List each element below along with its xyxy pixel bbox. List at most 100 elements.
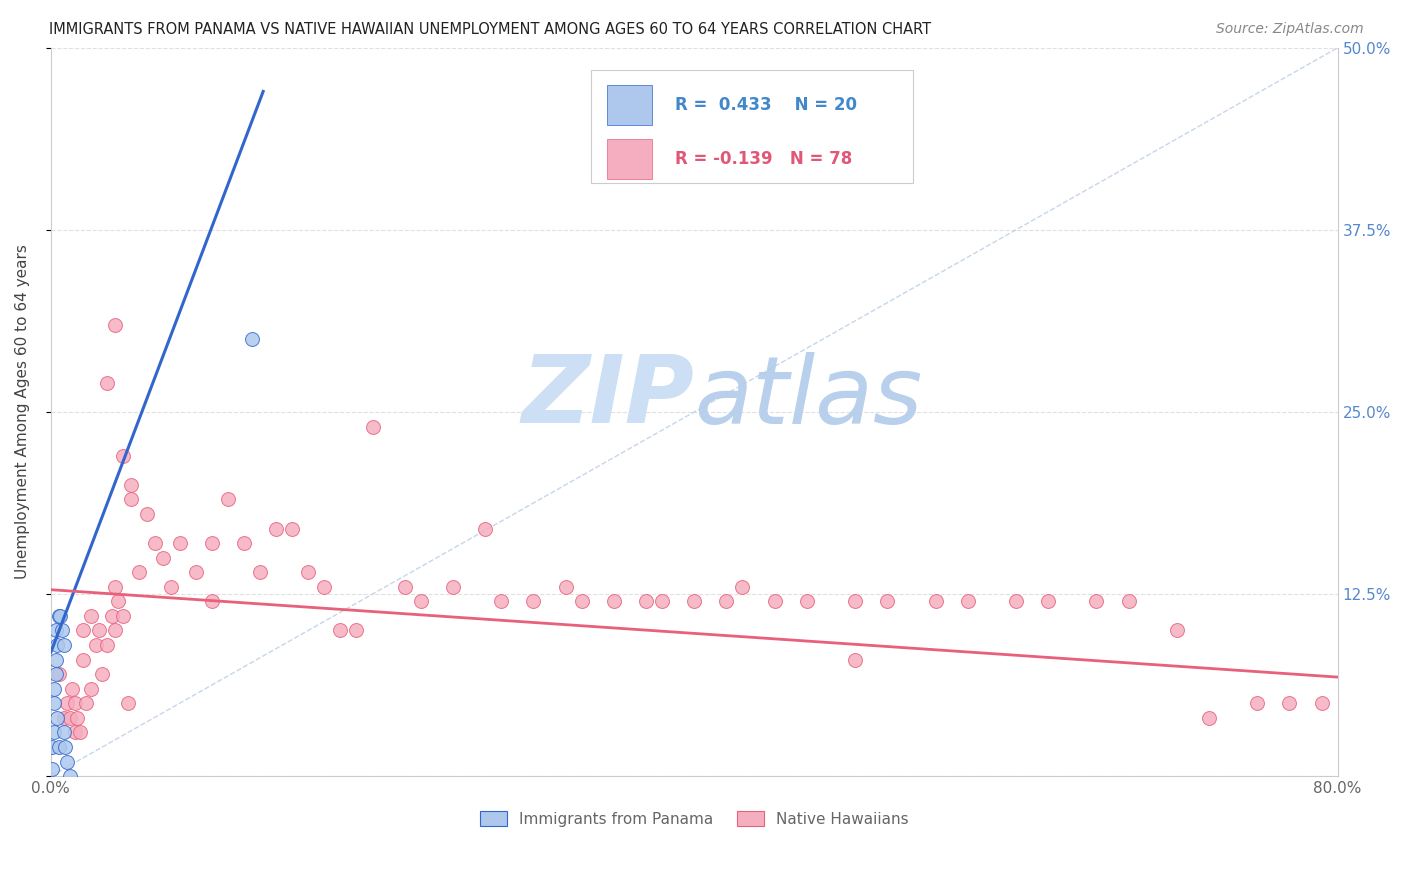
Point — [72, 624, 94, 638]
Point — [48, 608, 70, 623]
Text: R = -0.139   N = 78: R = -0.139 N = 78 — [675, 150, 852, 169]
Point — [63, 696, 86, 710]
Point — [1278, 696, 1301, 710]
FancyBboxPatch shape — [592, 70, 912, 183]
Point — [117, 696, 139, 710]
Point — [651, 594, 673, 608]
Point — [75, 696, 97, 710]
Point — [59, 711, 82, 725]
Point — [796, 594, 818, 608]
Point — [101, 608, 124, 623]
Legend: Immigrants from Panama, Native Hawaiians: Immigrants from Panama, Native Hawaiians — [479, 811, 908, 827]
Point — [160, 580, 183, 594]
Text: ZIP: ZIP — [522, 351, 695, 443]
Point — [104, 318, 127, 332]
Point — [45, 667, 67, 681]
Point — [394, 580, 416, 594]
Point — [716, 594, 738, 608]
Text: IMMIGRANTS FROM PANAMA VS NATIVE HAWAIIAN UNEMPLOYMENT AMONG AGES 60 TO 64 YEARS: IMMIGRANTS FROM PANAMA VS NATIVE HAWAIIA… — [49, 22, 931, 37]
Point — [91, 667, 114, 681]
Point — [346, 624, 368, 638]
Point — [240, 332, 263, 346]
Point — [281, 522, 304, 536]
Point — [1198, 711, 1220, 725]
Point — [329, 624, 352, 638]
Point — [69, 725, 91, 739]
Point — [72, 652, 94, 666]
Point — [571, 594, 593, 608]
Point — [232, 536, 254, 550]
Point — [112, 449, 135, 463]
Point — [763, 594, 786, 608]
Point — [249, 565, 271, 579]
Point — [522, 594, 544, 608]
Point — [184, 565, 207, 579]
Point — [42, 681, 65, 696]
Point — [51, 624, 73, 638]
Point — [634, 594, 657, 608]
Point — [1310, 696, 1333, 710]
Point — [48, 739, 70, 754]
Point — [104, 624, 127, 638]
Point — [63, 725, 86, 739]
Point — [1118, 594, 1140, 608]
Point — [56, 696, 79, 710]
Point — [1036, 594, 1059, 608]
Point — [264, 522, 287, 536]
Point — [152, 550, 174, 565]
Point — [52, 725, 75, 739]
Text: Source: ZipAtlas.com: Source: ZipAtlas.com — [1216, 22, 1364, 37]
Point — [112, 608, 135, 623]
Point — [554, 580, 576, 594]
Point — [42, 696, 65, 710]
Point — [731, 580, 754, 594]
Point — [683, 594, 706, 608]
Point — [169, 536, 191, 550]
Point — [876, 594, 898, 608]
Point — [409, 594, 432, 608]
Point — [924, 594, 946, 608]
Point — [474, 522, 496, 536]
Point — [201, 594, 224, 608]
Point — [120, 492, 142, 507]
Point — [87, 624, 110, 638]
Point — [120, 478, 142, 492]
Point — [145, 536, 167, 550]
Point — [441, 580, 464, 594]
Point — [60, 681, 83, 696]
Point — [56, 755, 79, 769]
Point — [104, 580, 127, 594]
Point — [603, 594, 626, 608]
Bar — [607, 85, 652, 125]
Point — [52, 638, 75, 652]
Point — [1246, 696, 1268, 710]
Point — [217, 492, 239, 507]
Text: atlas: atlas — [695, 352, 922, 443]
Point — [84, 638, 107, 652]
Point — [41, 739, 63, 754]
Text: R =  0.433    N = 20: R = 0.433 N = 20 — [675, 95, 856, 113]
Point — [46, 638, 69, 652]
Point — [48, 667, 70, 681]
Y-axis label: Unemployment Among Ages 60 to 64 years: Unemployment Among Ages 60 to 64 years — [15, 244, 30, 580]
Point — [128, 565, 150, 579]
Point — [80, 608, 103, 623]
Point — [361, 419, 384, 434]
Point — [46, 711, 69, 725]
Point — [844, 652, 866, 666]
Point — [59, 769, 82, 783]
Point — [49, 608, 72, 623]
Point — [297, 565, 319, 579]
Point — [96, 638, 118, 652]
Point — [489, 594, 512, 608]
Point — [1085, 594, 1108, 608]
Point — [844, 594, 866, 608]
Point — [96, 376, 118, 390]
Point — [53, 739, 76, 754]
Point — [136, 507, 159, 521]
Point — [314, 580, 336, 594]
Point — [107, 594, 129, 608]
Point — [80, 681, 103, 696]
Point — [45, 624, 67, 638]
Bar — [607, 139, 652, 179]
